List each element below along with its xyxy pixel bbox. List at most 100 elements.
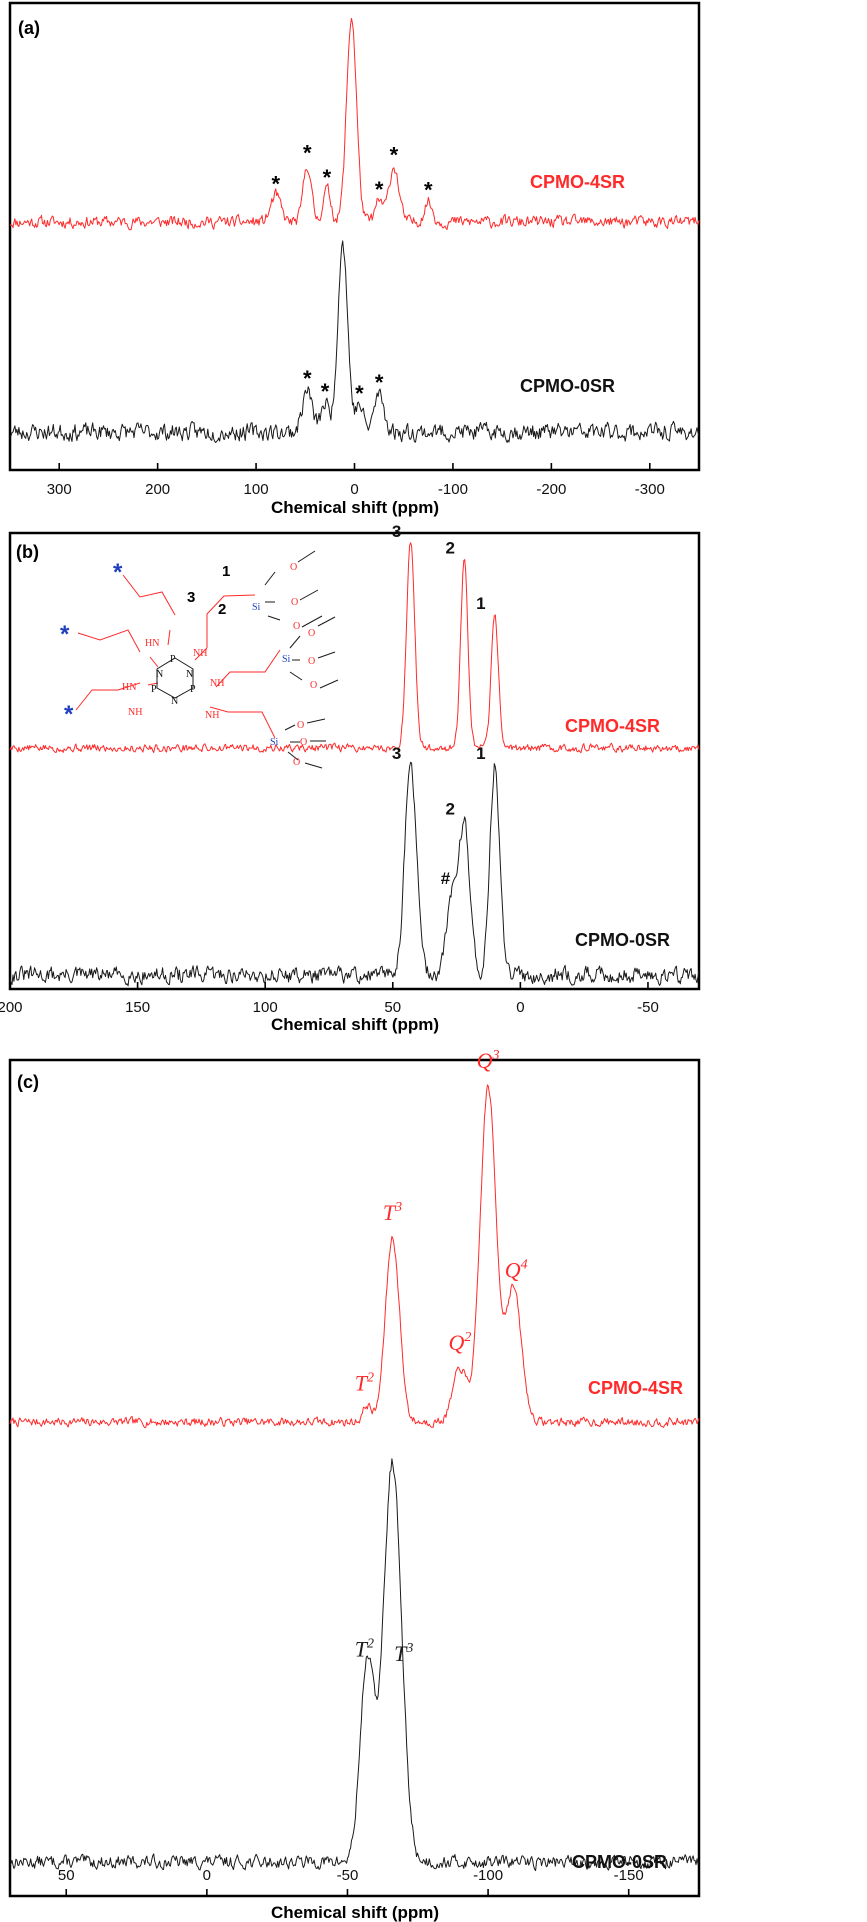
- panel-a-x-tick-label: 100: [244, 481, 269, 498]
- panel-a-peak-marker-star: *: [424, 178, 433, 203]
- panel-c-x-axis-title: Chemical shift (ppm): [271, 1903, 439, 1922]
- panel-b-x-tick-label: 100: [253, 999, 278, 1016]
- panel-c-peak-label: Q3: [477, 1048, 500, 1073]
- star-3: *: [64, 701, 74, 728]
- panel-a-peak-marker-star: *: [303, 141, 312, 166]
- atom-o-3: O: [293, 621, 300, 632]
- panel-a-x-ticks: 300 200 100 0 -100 -200 -300: [47, 463, 665, 498]
- panel-b-peak-label: 1: [476, 594, 485, 613]
- panel-a-x-tick-label: -100: [438, 481, 468, 498]
- atom-nh-3: NH: [128, 707, 142, 718]
- panel-c-x-tick-label: 50: [58, 1867, 75, 1884]
- panel-c-markers: T2 T3 Q2 Q3 Q4 T2 T3: [355, 1048, 528, 1666]
- atom-hn-1: HN: [145, 638, 159, 649]
- panel-a-peak-marker-star: *: [375, 370, 384, 395]
- panel-c: (c) 50 0 -50 -100 -150 T2 T3 Q2 Q3 Q4 T2 T3 CPMO-4…: [8, 1048, 701, 1922]
- panel-b-spectra: [9, 542, 700, 987]
- panel-a-markers: *** ***** * *: [271, 141, 433, 406]
- atom-si-1: Si: [252, 602, 261, 613]
- atom-hn-2: HN: [122, 682, 136, 693]
- panel-b-x-ticks: 200 150 100 50 0 -50: [0, 982, 659, 1016]
- atom-p-left: P: [151, 684, 157, 695]
- panel-b-x-tick-label: 150: [125, 999, 150, 1016]
- atom-si-3: Si: [270, 737, 279, 748]
- star-1: *: [113, 559, 123, 586]
- panel-b-peak-label: 2: [445, 800, 454, 819]
- panel-b-x-tick-label: 50: [384, 999, 401, 1016]
- panel-b-spectrum-cpmo-0sr: [9, 761, 700, 987]
- atom-o-6: O: [310, 680, 317, 691]
- panel-b-molecule-structure: P P P N N N HN NH HN NH NH NH Si Si Si O…: [60, 550, 339, 769]
- atom-si-2: Si: [282, 654, 291, 665]
- panel-b-series-label-cpmo-0sr: CPMO-0SR: [575, 930, 670, 950]
- panel-b-peak-label: 2: [445, 538, 454, 557]
- panel-b-x-axis-title: Chemical shift (ppm): [271, 1015, 439, 1034]
- atom-o-9: O: [293, 757, 300, 768]
- panel-c-peak-label: T2: [355, 1636, 374, 1661]
- atom-nh-2: NH: [210, 678, 224, 689]
- panel-c-x-tick-label: -100: [473, 1867, 503, 1884]
- panel-a: (a) 300 200 100 0 -100 -200 -300 *** ***** * * CP…: [8, 1, 701, 517]
- panel-a-spectrum-cpmo-4sr: [9, 17, 700, 231]
- panel-a-x-tick-label: 200: [145, 481, 170, 498]
- panel-c-x-ticks: 50 0 -50 -100 -150: [58, 1867, 644, 1896]
- panel-c-peak-label: T3: [394, 1641, 413, 1666]
- panel-c-x-tick-label: 0: [203, 1867, 211, 1884]
- panel-b-x-tick-label: 0: [516, 999, 524, 1016]
- panel-b-peak-label: #: [441, 869, 451, 888]
- panel-a-x-tick-label: 0: [350, 481, 358, 498]
- panel-b-markers: 3 2 1 3 #2 1: [392, 522, 486, 888]
- star-2: *: [60, 621, 70, 648]
- panel-b-peak-label: 1: [476, 744, 485, 763]
- panel-c-frame: [8, 1058, 701, 1898]
- atom-p-right: P: [190, 684, 196, 695]
- panel-c-series-label-cpmo-0sr: CPMO-0SR: [572, 1852, 667, 1872]
- panel-b: (b) 200 150 100 50 0 -50 3 2 1 3 #2 1: [0, 522, 701, 1034]
- panel-a-spectra: [9, 17, 700, 443]
- panel-c-spectrum-cpmo-4sr: [9, 1084, 700, 1429]
- panel-a-peak-marker-star: *: [303, 366, 312, 391]
- panel-b-x-tick-label: -50: [637, 999, 659, 1016]
- atom-nh-1: NH: [193, 648, 207, 659]
- atom-n-a: N: [156, 669, 163, 680]
- panel-c-peak-label: Q4: [505, 1258, 528, 1283]
- atom-nh-4: NH: [205, 710, 219, 721]
- panel-a-peak-marker-star: *: [271, 171, 280, 196]
- structure-label-2: 2: [218, 601, 226, 618]
- panel-a-x-axis-title: Chemical shift (ppm): [271, 498, 439, 517]
- panel-a-peak-marker-star: *: [390, 143, 399, 168]
- panel-a-series-label-cpmo-0sr: CPMO-0SR: [520, 376, 615, 396]
- panel-c-peak-label: Q2: [449, 1330, 472, 1355]
- atom-o-5: O: [308, 656, 315, 667]
- panel-c-series-label-cpmo-4sr: CPMO-4SR: [588, 1378, 683, 1398]
- panel-c-x-tick-label: -50: [337, 1867, 359, 1884]
- atom-o-7: O: [297, 720, 304, 731]
- atom-n-c: N: [171, 696, 178, 707]
- panel-c-peak-label: T2: [355, 1371, 374, 1396]
- panel-c-peak-label: T3: [383, 1200, 402, 1225]
- structure-label-1: 1: [222, 563, 230, 580]
- panel-a-peak-marker-star: *: [355, 381, 364, 406]
- atom-o-1: O: [290, 562, 297, 573]
- atom-o-8: O: [300, 737, 307, 748]
- panel-a-spectrum-cpmo-0sr: [10, 240, 700, 443]
- panel-a-series-label-cpmo-4sr: CPMO-4SR: [530, 172, 625, 192]
- structure-label-3: 3: [187, 589, 195, 606]
- panel-b-x-tick-label: 200: [0, 999, 23, 1016]
- atom-o-4: O: [308, 628, 315, 639]
- atom-p-top: P: [170, 654, 176, 665]
- panel-b-series-label-cpmo-4sr: CPMO-4SR: [565, 716, 660, 736]
- panel-a-x-tick-label: -200: [536, 481, 566, 498]
- panel-c-label: (c): [17, 1072, 39, 1092]
- panel-a-peak-marker-star: *: [321, 379, 330, 404]
- panel-b-spectrum-cpmo-4sr: [9, 542, 700, 754]
- panel-b-frame: [8, 531, 701, 991]
- panel-c-spectrum-cpmo-0sr: [9, 1458, 700, 1872]
- panel-a-label: (a): [18, 18, 40, 38]
- panel-a-peak-marker-star: *: [375, 177, 384, 202]
- panel-b-peak-label: 3: [392, 522, 401, 541]
- panel-c-x-tick-label: -150: [614, 1867, 644, 1884]
- panel-c-spectra: [9, 1084, 700, 1872]
- panel-b-peak-label: 3: [392, 744, 401, 763]
